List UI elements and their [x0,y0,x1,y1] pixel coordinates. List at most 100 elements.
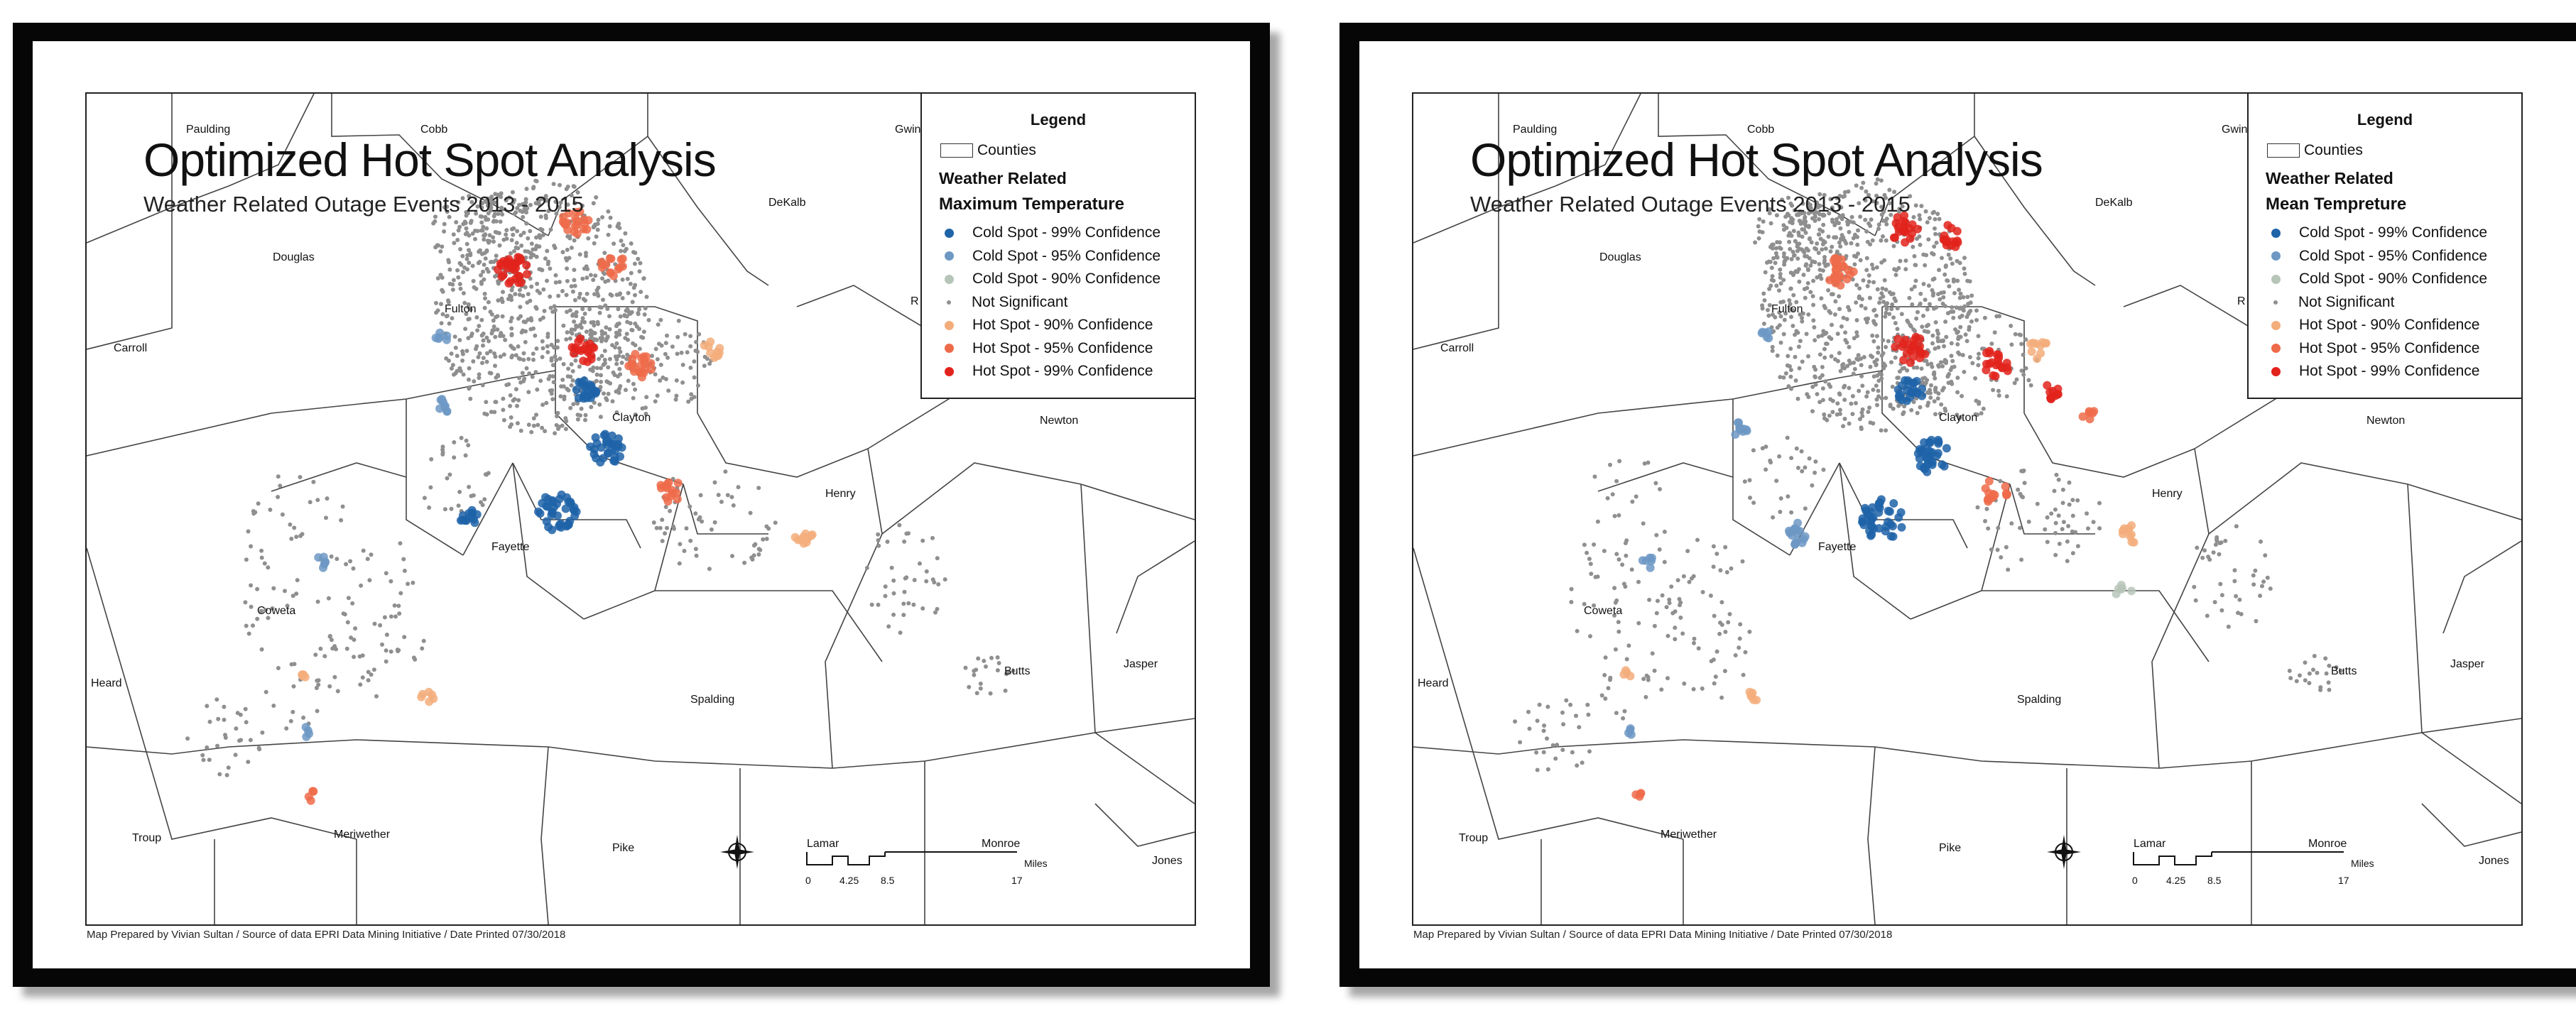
incident-point [489,410,494,415]
incident-point [560,250,565,255]
incident-point [488,349,493,354]
incident-point [1695,537,1700,542]
incident-point [1888,403,1893,408]
incident-point [674,378,679,383]
incident-point [730,554,734,559]
incident-point [1774,479,1779,483]
hotspot-point [504,279,513,288]
incident-point [978,682,983,686]
incident-point [1641,521,1646,526]
incident-point [402,569,407,573]
incident-point [1756,224,1761,229]
incident-point [452,372,456,377]
incident-point [967,684,972,689]
incident-point [1870,238,1875,243]
incident-point [1805,392,1810,397]
incident-point [495,327,500,332]
incident-point [584,251,588,256]
incident-point [675,351,680,356]
incident-point [266,616,271,621]
incident-point [1822,346,1827,351]
incident-point [756,552,761,557]
incident-point [1770,349,1775,354]
incident-point [1621,716,1626,721]
incident-point [1848,219,1853,224]
incident-point [486,239,490,244]
incident-point [1858,214,1863,219]
incident-point [315,599,320,604]
incident-point [458,286,463,291]
incident-point [1933,346,1938,351]
incident-point [484,335,489,340]
incident-point [398,591,403,596]
hotspot-point [1900,211,1909,220]
hotspot-point [614,265,623,274]
incident-point [1854,183,1859,188]
incident-point [1895,327,1900,332]
incident-point [510,190,515,195]
county-label: Pike [612,842,635,854]
incident-point [641,329,646,334]
hotspot-point [548,508,557,517]
incident-point [493,354,498,359]
incident-point [1999,555,2004,559]
incident-point [543,256,548,261]
incident-point [670,344,675,349]
incident-point [1952,290,1957,295]
incident-point [292,525,297,530]
hotspot-point [1990,491,1999,500]
county-label: Gwin [895,124,921,136]
incident-point [1878,296,1883,301]
incident-point [1926,329,1930,334]
incident-point [1979,411,1984,416]
hotspot-point [1910,336,1918,345]
incident-point [445,209,450,214]
hotspot-point [1866,531,1875,540]
incident-point [655,357,660,361]
incident-point [1950,305,1955,310]
incident-point [584,264,589,269]
incident-point [1794,300,1799,305]
incident-point [2006,567,2011,572]
incident-point [679,350,684,355]
incident-point [1713,674,1718,679]
incident-point [629,241,634,246]
incident-point [1690,576,1694,581]
hotspot-point [1984,476,1994,486]
incident-point [531,357,536,362]
incident-point [1919,204,1924,209]
incident-point [526,422,531,427]
incident-point [316,682,321,687]
incident-point [597,310,602,315]
incident-point [1854,300,1859,305]
incident-point [1936,292,1940,297]
incident-point [508,403,513,408]
incident-point [628,281,633,286]
incident-point [2070,513,2075,518]
hotspot-point [522,270,531,279]
map-subtitle: Weather Related Outage Events 2013 - 201… [1470,192,1911,217]
incident-point [1608,462,1612,467]
incident-point [1822,240,1827,245]
incident-point [1782,317,1787,322]
hotspot-point [1918,391,1927,400]
incident-point [1636,621,1641,625]
incident-point [1813,208,1817,213]
incident-point [1803,465,1808,470]
incident-point [215,743,219,748]
incident-point [1803,230,1808,235]
incident-point [569,246,574,250]
legend-swatch [945,366,954,376]
incident-point [1778,340,1783,345]
incident-point [523,206,528,211]
incident-point [1700,590,1705,594]
hotspot-point [2026,339,2036,349]
incident-point [1940,364,1945,368]
incident-point [470,263,475,268]
incident-point [676,318,681,323]
incident-point [1962,266,1967,271]
incident-point [1582,601,1587,606]
hotspot-point [542,501,551,510]
incident-point [332,674,337,679]
incident-point [1810,409,1815,414]
